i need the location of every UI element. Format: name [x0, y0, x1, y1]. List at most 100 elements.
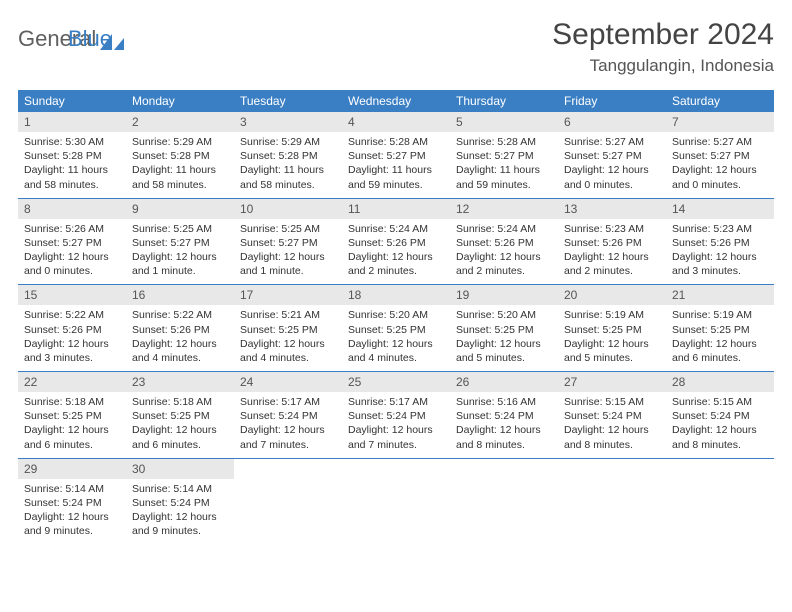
day-cell	[234, 459, 342, 545]
daylight-text: Daylight: 12 hours and 5 minutes.	[564, 337, 660, 365]
day-number: 27	[558, 372, 666, 392]
sunset-text: Sunset: 5:28 PM	[132, 149, 228, 163]
sunrise-text: Sunrise: 5:26 AM	[24, 222, 120, 236]
daylight-text: Daylight: 12 hours and 8 minutes.	[564, 423, 660, 451]
day-number: 28	[666, 372, 774, 392]
sunset-text: Sunset: 5:24 PM	[456, 409, 552, 423]
day-header: Tuesday	[234, 90, 342, 112]
daylight-text: Daylight: 12 hours and 9 minutes.	[24, 510, 120, 538]
daylight-text: Daylight: 12 hours and 4 minutes.	[132, 337, 228, 365]
daylight-text: Daylight: 12 hours and 7 minutes.	[240, 423, 336, 451]
day-body: Sunrise: 5:28 AMSunset: 5:27 PMDaylight:…	[342, 132, 450, 192]
logo: General Blue	[18, 26, 126, 52]
sunset-text: Sunset: 5:26 PM	[672, 236, 768, 250]
sunrise-text: Sunrise: 5:25 AM	[240, 222, 336, 236]
sunrise-text: Sunrise: 5:29 AM	[240, 135, 336, 149]
day-body: Sunrise: 5:20 AMSunset: 5:25 PMDaylight:…	[450, 305, 558, 365]
day-number: 10	[234, 199, 342, 219]
day-number: 18	[342, 285, 450, 305]
sunset-text: Sunset: 5:24 PM	[564, 409, 660, 423]
week-row: 22Sunrise: 5:18 AMSunset: 5:25 PMDayligh…	[18, 372, 774, 459]
day-body: Sunrise: 5:15 AMSunset: 5:24 PMDaylight:…	[666, 392, 774, 452]
sunrise-text: Sunrise: 5:20 AM	[456, 308, 552, 322]
sunset-text: Sunset: 5:25 PM	[24, 409, 120, 423]
sunrise-text: Sunrise: 5:15 AM	[564, 395, 660, 409]
day-number: 19	[450, 285, 558, 305]
day-body: Sunrise: 5:24 AMSunset: 5:26 PMDaylight:…	[342, 219, 450, 279]
day-body: Sunrise: 5:30 AMSunset: 5:28 PMDaylight:…	[18, 132, 126, 192]
daylight-text: Daylight: 12 hours and 4 minutes.	[240, 337, 336, 365]
day-number: 9	[126, 199, 234, 219]
day-cell: 4Sunrise: 5:28 AMSunset: 5:27 PMDaylight…	[342, 112, 450, 198]
sunrise-text: Sunrise: 5:21 AM	[240, 308, 336, 322]
day-body: Sunrise: 5:27 AMSunset: 5:27 PMDaylight:…	[666, 132, 774, 192]
day-cell: 20Sunrise: 5:19 AMSunset: 5:25 PMDayligh…	[558, 285, 666, 371]
header: General Blue September 2024 Tanggulangin…	[18, 18, 774, 76]
sunset-text: Sunset: 5:27 PM	[132, 236, 228, 250]
day-body: Sunrise: 5:15 AMSunset: 5:24 PMDaylight:…	[558, 392, 666, 452]
week-row: 15Sunrise: 5:22 AMSunset: 5:26 PMDayligh…	[18, 285, 774, 372]
day-cell: 24Sunrise: 5:17 AMSunset: 5:24 PMDayligh…	[234, 372, 342, 458]
day-body: Sunrise: 5:22 AMSunset: 5:26 PMDaylight:…	[126, 305, 234, 365]
sunrise-text: Sunrise: 5:28 AM	[456, 135, 552, 149]
day-cell: 8Sunrise: 5:26 AMSunset: 5:27 PMDaylight…	[18, 199, 126, 285]
day-number: 25	[342, 372, 450, 392]
day-cell: 7Sunrise: 5:27 AMSunset: 5:27 PMDaylight…	[666, 112, 774, 198]
day-number: 14	[666, 199, 774, 219]
sunset-text: Sunset: 5:24 PM	[24, 496, 120, 510]
day-cell	[342, 459, 450, 545]
sunset-text: Sunset: 5:27 PM	[240, 236, 336, 250]
sunrise-text: Sunrise: 5:19 AM	[672, 308, 768, 322]
day-number: 21	[666, 285, 774, 305]
sunrise-text: Sunrise: 5:29 AM	[132, 135, 228, 149]
daylight-text: Daylight: 12 hours and 0 minutes.	[24, 250, 120, 278]
sunrise-text: Sunrise: 5:23 AM	[564, 222, 660, 236]
sunrise-text: Sunrise: 5:28 AM	[348, 135, 444, 149]
daylight-text: Daylight: 12 hours and 6 minutes.	[672, 337, 768, 365]
day-cell: 9Sunrise: 5:25 AMSunset: 5:27 PMDaylight…	[126, 199, 234, 285]
sunset-text: Sunset: 5:28 PM	[240, 149, 336, 163]
sunrise-text: Sunrise: 5:20 AM	[348, 308, 444, 322]
daylight-text: Daylight: 12 hours and 8 minutes.	[672, 423, 768, 451]
day-number: 2	[126, 112, 234, 132]
sunset-text: Sunset: 5:24 PM	[240, 409, 336, 423]
day-header-row: SundayMondayTuesdayWednesdayThursdayFrid…	[18, 90, 774, 112]
daylight-text: Daylight: 12 hours and 4 minutes.	[348, 337, 444, 365]
calendar: SundayMondayTuesdayWednesdayThursdayFrid…	[18, 90, 774, 544]
daylight-text: Daylight: 12 hours and 7 minutes.	[348, 423, 444, 451]
day-number: 8	[18, 199, 126, 219]
day-cell: 19Sunrise: 5:20 AMSunset: 5:25 PMDayligh…	[450, 285, 558, 371]
daylight-text: Daylight: 12 hours and 6 minutes.	[132, 423, 228, 451]
day-number: 4	[342, 112, 450, 132]
sunrise-text: Sunrise: 5:27 AM	[672, 135, 768, 149]
sunset-text: Sunset: 5:26 PM	[348, 236, 444, 250]
sunrise-text: Sunrise: 5:23 AM	[672, 222, 768, 236]
day-body: Sunrise: 5:17 AMSunset: 5:24 PMDaylight:…	[234, 392, 342, 452]
day-cell: 10Sunrise: 5:25 AMSunset: 5:27 PMDayligh…	[234, 199, 342, 285]
day-body: Sunrise: 5:25 AMSunset: 5:27 PMDaylight:…	[126, 219, 234, 279]
daylight-text: Daylight: 11 hours and 58 minutes.	[240, 163, 336, 191]
day-number: 16	[126, 285, 234, 305]
sunrise-text: Sunrise: 5:14 AM	[132, 482, 228, 496]
sunset-text: Sunset: 5:28 PM	[24, 149, 120, 163]
sunrise-text: Sunrise: 5:14 AM	[24, 482, 120, 496]
sunset-text: Sunset: 5:25 PM	[348, 323, 444, 337]
daylight-text: Daylight: 12 hours and 3 minutes.	[24, 337, 120, 365]
day-body: Sunrise: 5:20 AMSunset: 5:25 PMDaylight:…	[342, 305, 450, 365]
day-number: 7	[666, 112, 774, 132]
day-cell: 15Sunrise: 5:22 AMSunset: 5:26 PMDayligh…	[18, 285, 126, 371]
day-body: Sunrise: 5:18 AMSunset: 5:25 PMDaylight:…	[126, 392, 234, 452]
sunset-text: Sunset: 5:24 PM	[672, 409, 768, 423]
day-body: Sunrise: 5:16 AMSunset: 5:24 PMDaylight:…	[450, 392, 558, 452]
day-cell: 18Sunrise: 5:20 AMSunset: 5:25 PMDayligh…	[342, 285, 450, 371]
sunrise-text: Sunrise: 5:17 AM	[240, 395, 336, 409]
daylight-text: Daylight: 12 hours and 3 minutes.	[672, 250, 768, 278]
day-number: 22	[18, 372, 126, 392]
month-title: September 2024	[552, 18, 774, 52]
sunset-text: Sunset: 5:25 PM	[456, 323, 552, 337]
day-body: Sunrise: 5:29 AMSunset: 5:28 PMDaylight:…	[234, 132, 342, 192]
day-number: 15	[18, 285, 126, 305]
day-cell: 5Sunrise: 5:28 AMSunset: 5:27 PMDaylight…	[450, 112, 558, 198]
day-cell	[450, 459, 558, 545]
day-number: 3	[234, 112, 342, 132]
